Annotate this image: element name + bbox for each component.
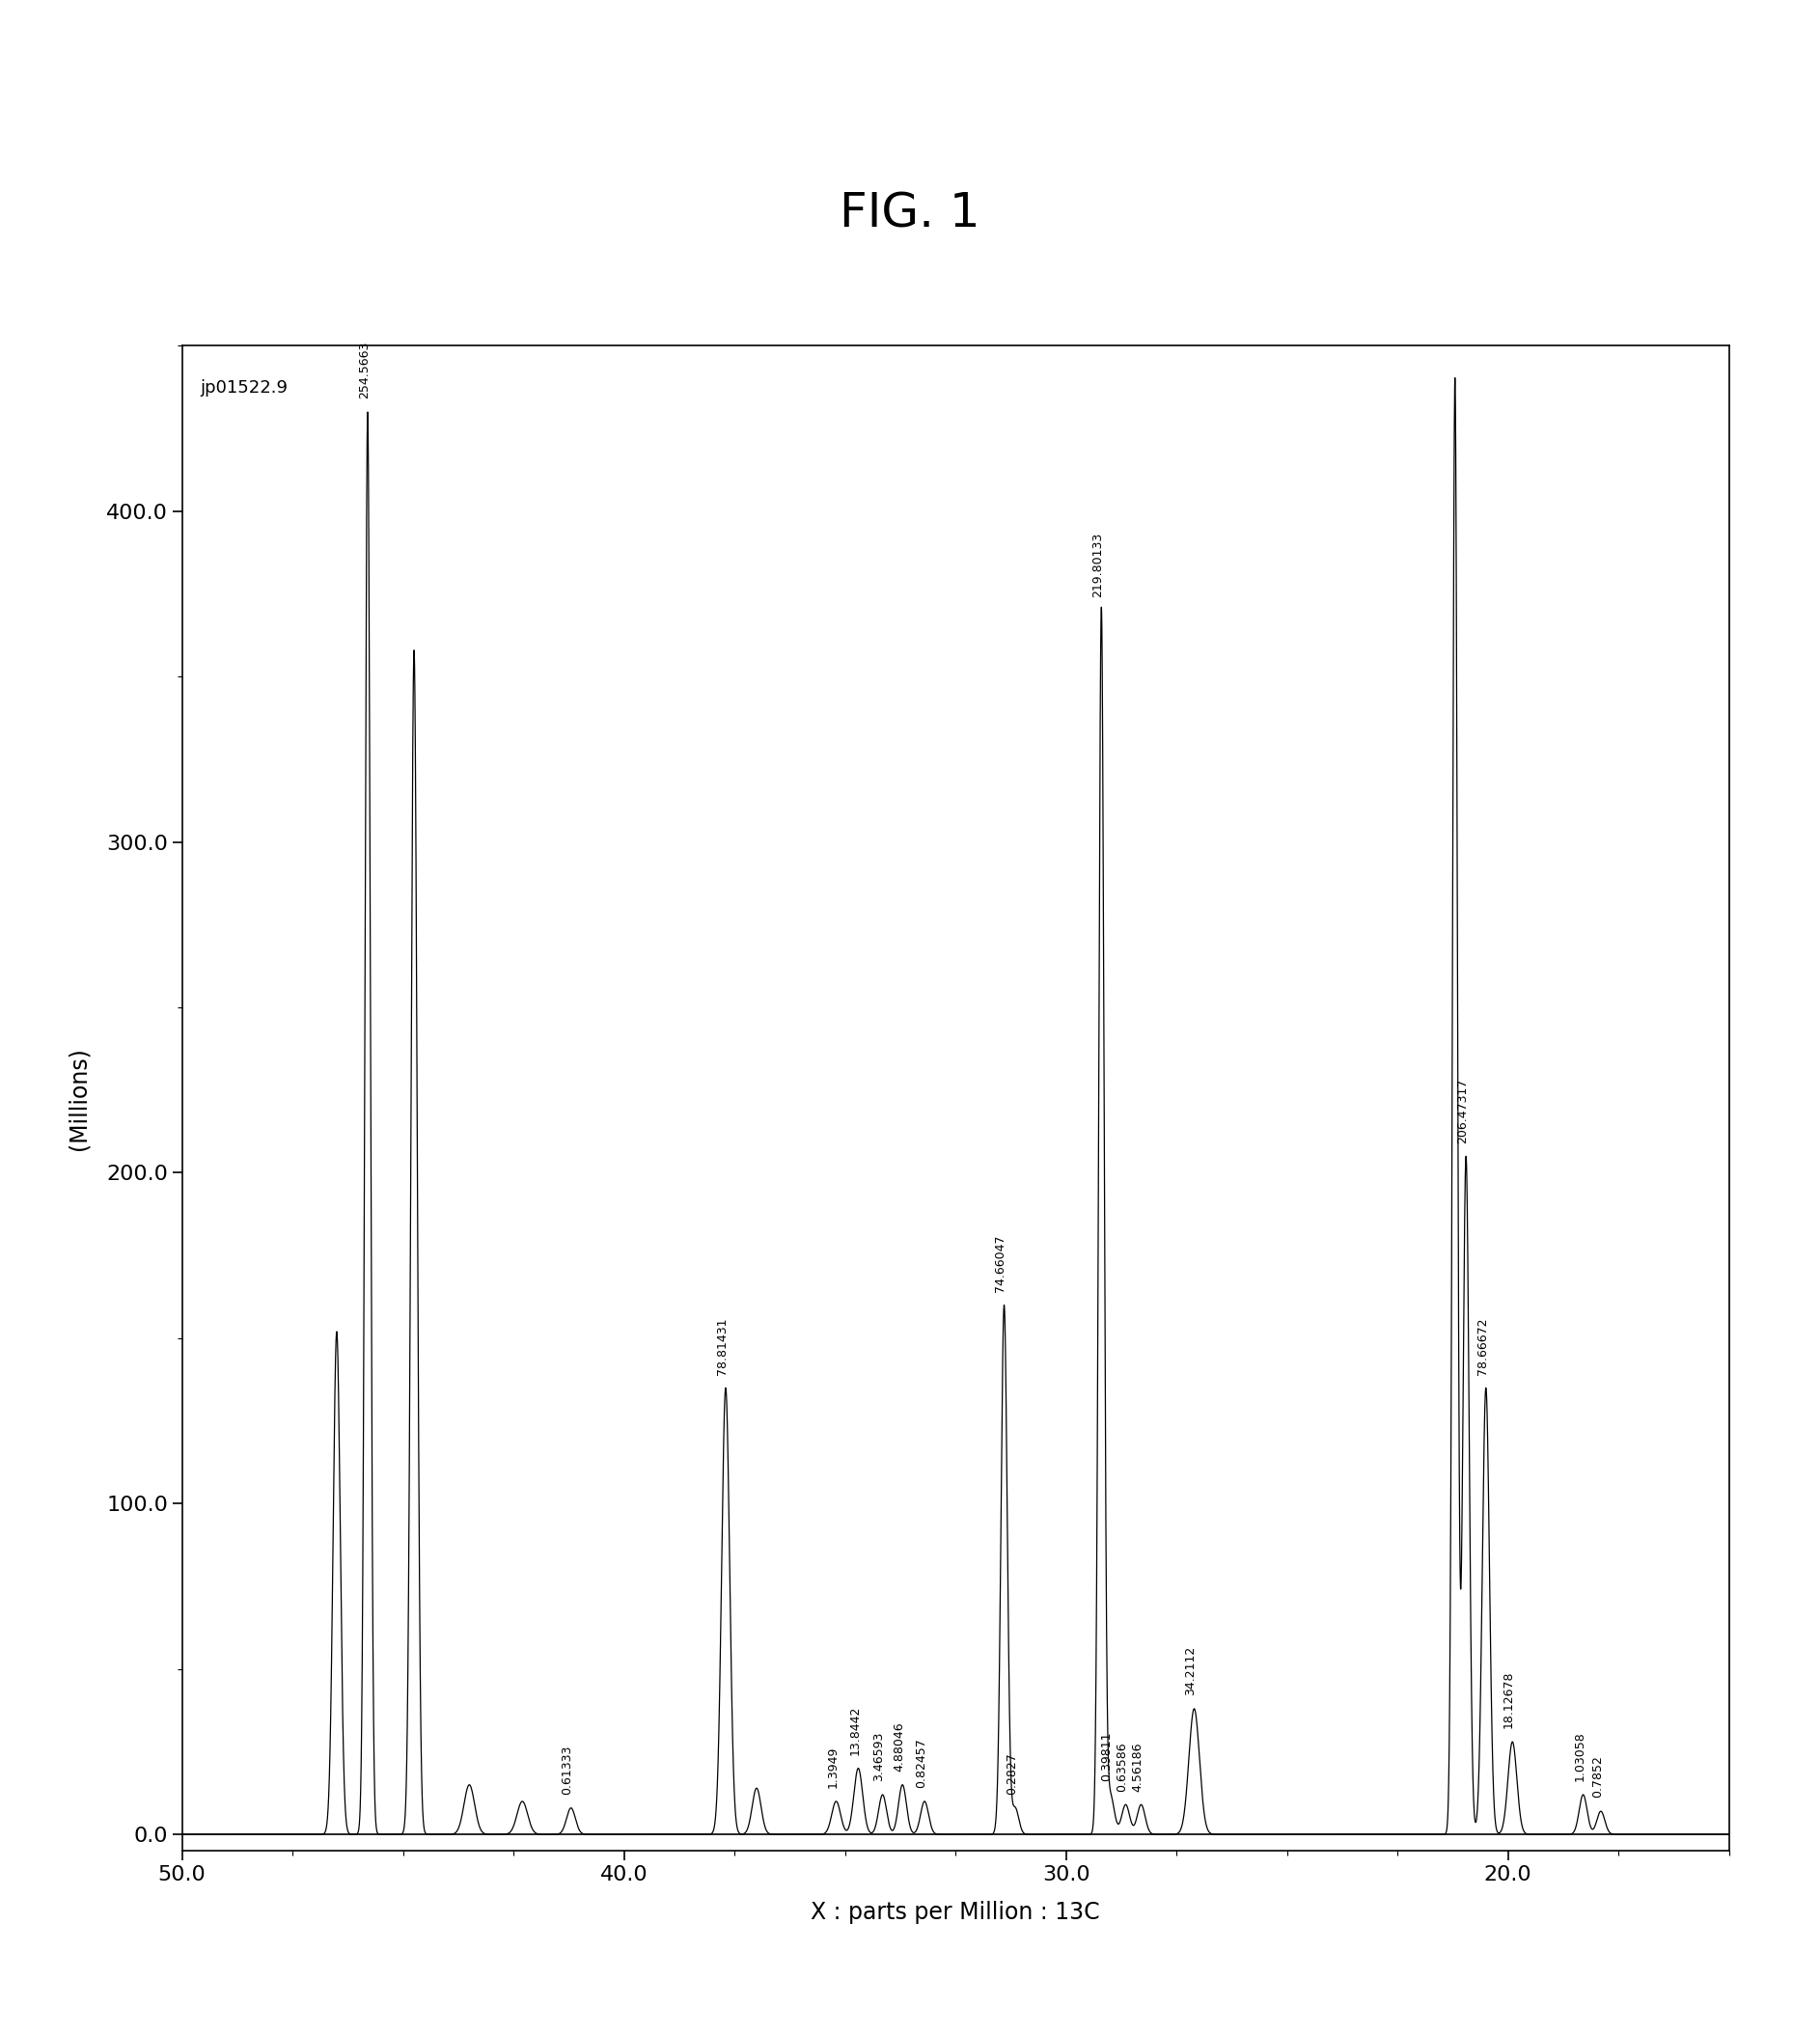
Text: jp01522.9: jp01522.9	[200, 378, 288, 397]
Text: 1.3949: 1.3949	[826, 1747, 839, 1788]
Y-axis label: (Millions): (Millions)	[67, 1048, 91, 1149]
Text: 4.56186: 4.56186	[1132, 1741, 1145, 1792]
Text: 254.5663: 254.5663	[359, 342, 371, 399]
Text: 0.7852: 0.7852	[1591, 1755, 1603, 1798]
Text: 4.88046: 4.88046	[892, 1721, 905, 1772]
Text: 0.63586: 0.63586	[1116, 1741, 1128, 1792]
Text: 34.2112: 34.2112	[1185, 1646, 1198, 1696]
Text: 3.46593: 3.46593	[874, 1731, 885, 1782]
Text: 74.66047: 74.66047	[994, 1235, 1006, 1292]
Text: 0.61333: 0.61333	[561, 1745, 573, 1794]
Text: 219.80133: 219.80133	[1092, 533, 1105, 598]
Text: 206.47317: 206.47317	[1456, 1078, 1469, 1143]
Text: 13.8442: 13.8442	[848, 1704, 861, 1755]
Text: 1.03058: 1.03058	[1572, 1731, 1585, 1782]
Text: 0.39811: 0.39811	[1101, 1731, 1114, 1782]
Text: FIG. 1: FIG. 1	[839, 191, 981, 236]
X-axis label: X : parts per Million : 13C: X : parts per Million : 13C	[812, 1900, 1099, 1924]
Text: 18.12678: 18.12678	[1503, 1672, 1516, 1729]
Text: 78.81431: 78.81431	[715, 1318, 728, 1375]
Text: 0.2827: 0.2827	[1005, 1753, 1017, 1794]
Text: 78.66672: 78.66672	[1476, 1318, 1489, 1375]
Text: 0.82457: 0.82457	[915, 1739, 928, 1788]
